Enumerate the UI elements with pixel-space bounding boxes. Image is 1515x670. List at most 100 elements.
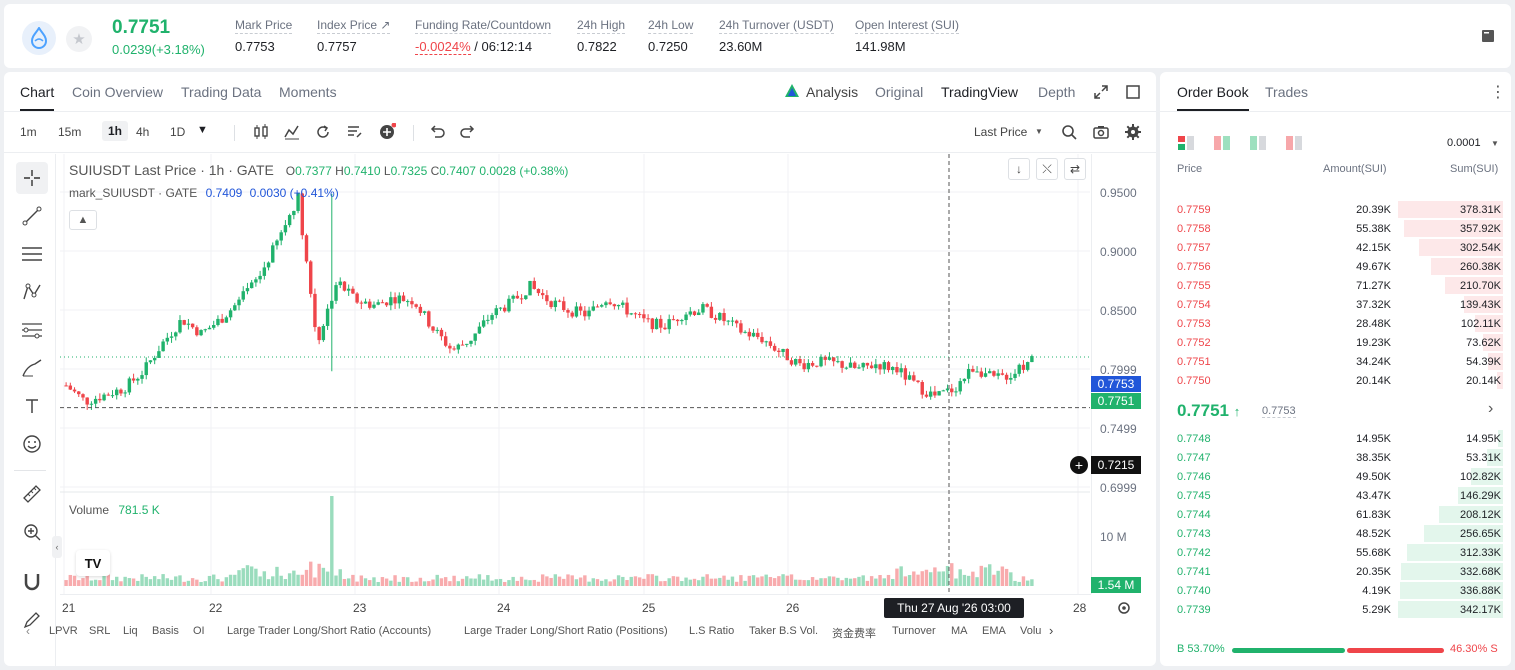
tab-analysis[interactable]: Analysis <box>806 84 859 100</box>
timeframe-1h[interactable]: 1h <box>102 121 129 141</box>
view-asks-icon[interactable] <box>1285 135 1303 156</box>
bid-row[interactable]: 0.7746 49.50K 102.82K <box>1160 467 1511 486</box>
pencil-tool-icon[interactable] <box>16 604 48 636</box>
collapse-panes-icon[interactable]: ⤬ <box>1036 158 1058 180</box>
templates-icon[interactable] <box>346 123 364 141</box>
download-icon[interactable]: ↓ <box>1008 158 1030 180</box>
timeframe-1m[interactable]: 1m <box>20 125 37 139</box>
ruler-tool-icon[interactable] <box>16 478 48 510</box>
stat-label[interactable]: Funding Rate/Countdown <box>415 18 552 34</box>
indicator-tab[interactable]: LPVR <box>49 625 78 637</box>
tab-depth[interactable]: Depth <box>1038 84 1076 100</box>
candle-type-icon[interactable] <box>252 123 270 141</box>
chevron-right-icon[interactable]: › <box>1488 400 1494 417</box>
ask-row[interactable]: 0.7759 20.39K 378.31K <box>1160 200 1511 219</box>
tab-original[interactable]: Original <box>875 84 924 100</box>
ask-row[interactable]: 0.7756 49.67K 260.38K <box>1160 257 1511 276</box>
expand-icon[interactable] <box>1094 85 1108 99</box>
indicator-tab[interactable]: SRL <box>89 625 111 637</box>
tab-order-book[interactable]: Order Book <box>1177 84 1249 100</box>
indicator-tab[interactable]: 资金费率 <box>832 628 876 640</box>
swap-icon[interactable]: ⇄ <box>1064 158 1086 180</box>
chevron-down-icon[interactable]: ▼ <box>1491 139 1499 148</box>
ask-row[interactable]: 0.7758 55.38K 357.92K <box>1160 219 1511 238</box>
tab-trades[interactable]: Trades <box>1265 84 1309 100</box>
bid-row[interactable]: 0.7740 4.19K 336.88K <box>1160 581 1511 600</box>
ask-row[interactable]: 0.7755 71.27K 210.70K <box>1160 276 1511 295</box>
view-both-icon[interactable] <box>1177 135 1195 156</box>
indicator-tab[interactable]: L.S Ratio <box>689 625 735 637</box>
ask-row[interactable]: 0.7757 42.15K 302.54K <box>1160 238 1511 257</box>
indicator-tab[interactable]: Turnover <box>892 625 936 637</box>
tab-chart[interactable]: Chart <box>20 84 55 100</box>
tab-trading-data[interactable]: Trading Data <box>181 84 262 100</box>
indicator-tab[interactable]: Large Trader Long/Short Ratio (Accounts) <box>227 625 432 637</box>
bid-row[interactable]: 0.7748 14.95K 14.95K <box>1160 429 1511 448</box>
pattern-tool-icon[interactable] <box>16 276 48 308</box>
legend-collapse-button[interactable]: ▲ <box>69 210 97 230</box>
indicators-icon[interactable] <box>283 123 301 141</box>
timeframe-1D[interactable]: 1D <box>170 125 186 139</box>
stat-label[interactable]: Index Price ↗ <box>317 18 391 34</box>
indicator-tab[interactable]: Liq <box>123 625 138 637</box>
bid-row[interactable]: 0.7747 38.35K 53.31K <box>1160 448 1511 467</box>
settings-gear-icon[interactable] <box>1124 123 1142 141</box>
bid-row[interactable]: 0.7739 5.29K 342.17K <box>1160 600 1511 619</box>
indicator-tab[interactable]: Volu <box>1020 625 1042 637</box>
bid-row[interactable]: 0.7742 55.68K 312.33K <box>1160 543 1511 562</box>
stat-label[interactable]: 24h Low <box>648 18 694 34</box>
ask-row[interactable]: 0.7750 20.14K 20.14K <box>1160 371 1511 390</box>
price-axis[interactable]: 0.9500 0.9000 0.8500 0.7999 0.7499 0.6999 10 M <box>1091 154 1156 594</box>
interval-dropdown-icon[interactable]: ▼ <box>197 124 208 136</box>
view-bids-icon[interactable] <box>1249 135 1267 156</box>
view-both-alt-icon[interactable] <box>1213 135 1231 156</box>
chevron-left-icon[interactable]: ‹ <box>26 624 30 638</box>
chevron-right-icon[interactable]: › <box>1049 623 1054 638</box>
indicator-tab[interactable]: EMA <box>982 625 1006 637</box>
ask-row[interactable]: 0.7752 19.23K 73.62K <box>1160 333 1511 352</box>
ask-row[interactable]: 0.7751 34.24K 54.39K <box>1160 352 1511 371</box>
indicator-tab[interactable]: OI <box>193 625 205 637</box>
indicator-tab[interactable]: MA <box>951 625 968 637</box>
price-type-select[interactable]: Last Price <box>974 125 1028 139</box>
tab-coin-overview[interactable]: Coin Overview <box>72 84 164 100</box>
stat-label[interactable]: Mark Price <box>235 18 293 34</box>
time-axis[interactable]: 21 22 23 24 25 26 28 <box>60 594 1091 620</box>
bid-row[interactable]: 0.7745 43.47K 146.29K <box>1160 486 1511 505</box>
ask-row[interactable]: 0.7753 28.48K 102.11K <box>1160 314 1511 333</box>
zoom-in-tool-icon[interactable] <box>16 516 48 548</box>
indicator-tab[interactable]: Large Trader Long/Short Ratio (Positions… <box>464 625 668 637</box>
stat-label[interactable]: Open Interest (SUI) <box>855 18 960 34</box>
search-icon[interactable] <box>1060 123 1078 141</box>
trend-line-tool-icon[interactable] <box>16 200 48 232</box>
notebook-icon[interactable] <box>1480 28 1496 44</box>
magnet-tool-icon[interactable] <box>16 566 48 598</box>
crosshair-tool-icon[interactable] <box>16 162 48 194</box>
price-chart-canvas[interactable] <box>60 154 1090 594</box>
fib-tool-icon[interactable] <box>16 314 48 346</box>
collapse-toolbar-icon[interactable]: ‹ <box>52 536 62 558</box>
more-options-icon[interactable]: ⋮ <box>1490 84 1506 101</box>
stat-label[interactable]: 24h High <box>577 18 626 34</box>
window-icon[interactable] <box>1126 85 1140 99</box>
indicator-tab[interactable]: Basis <box>152 625 179 637</box>
time-settings-icon[interactable] <box>1116 600 1132 616</box>
redo-icon[interactable] <box>459 123 477 141</box>
add-alert-icon[interactable] <box>378 123 396 141</box>
bid-row[interactable]: 0.7743 48.52K 256.65K <box>1160 524 1511 543</box>
bid-row[interactable]: 0.7744 61.83K 208.12K <box>1160 505 1511 524</box>
add-order-plus-icon[interactable]: + <box>1070 456 1088 474</box>
indicator-tab[interactable]: Taker B.S Vol. <box>749 625 819 637</box>
timeframe-15m[interactable]: 15m <box>58 125 82 139</box>
precision-select[interactable]: 0.0001 <box>1447 137 1481 149</box>
bid-row[interactable]: 0.7741 20.35K 332.68K <box>1160 562 1511 581</box>
tab-tradingview[interactable]: TradingView <box>941 84 1019 100</box>
text-tool-icon[interactable] <box>16 390 48 422</box>
undo-icon[interactable] <box>428 123 446 141</box>
camera-icon[interactable] <box>1092 123 1110 141</box>
brush-tool-icon[interactable] <box>16 352 48 384</box>
tradingview-logo[interactable]: TV <box>76 550 110 576</box>
stat-label[interactable]: 24h Turnover (USDT) <box>719 18 834 34</box>
emoji-tool-icon[interactable] <box>16 428 48 460</box>
timeframe-4h[interactable]: 4h <box>136 125 150 139</box>
